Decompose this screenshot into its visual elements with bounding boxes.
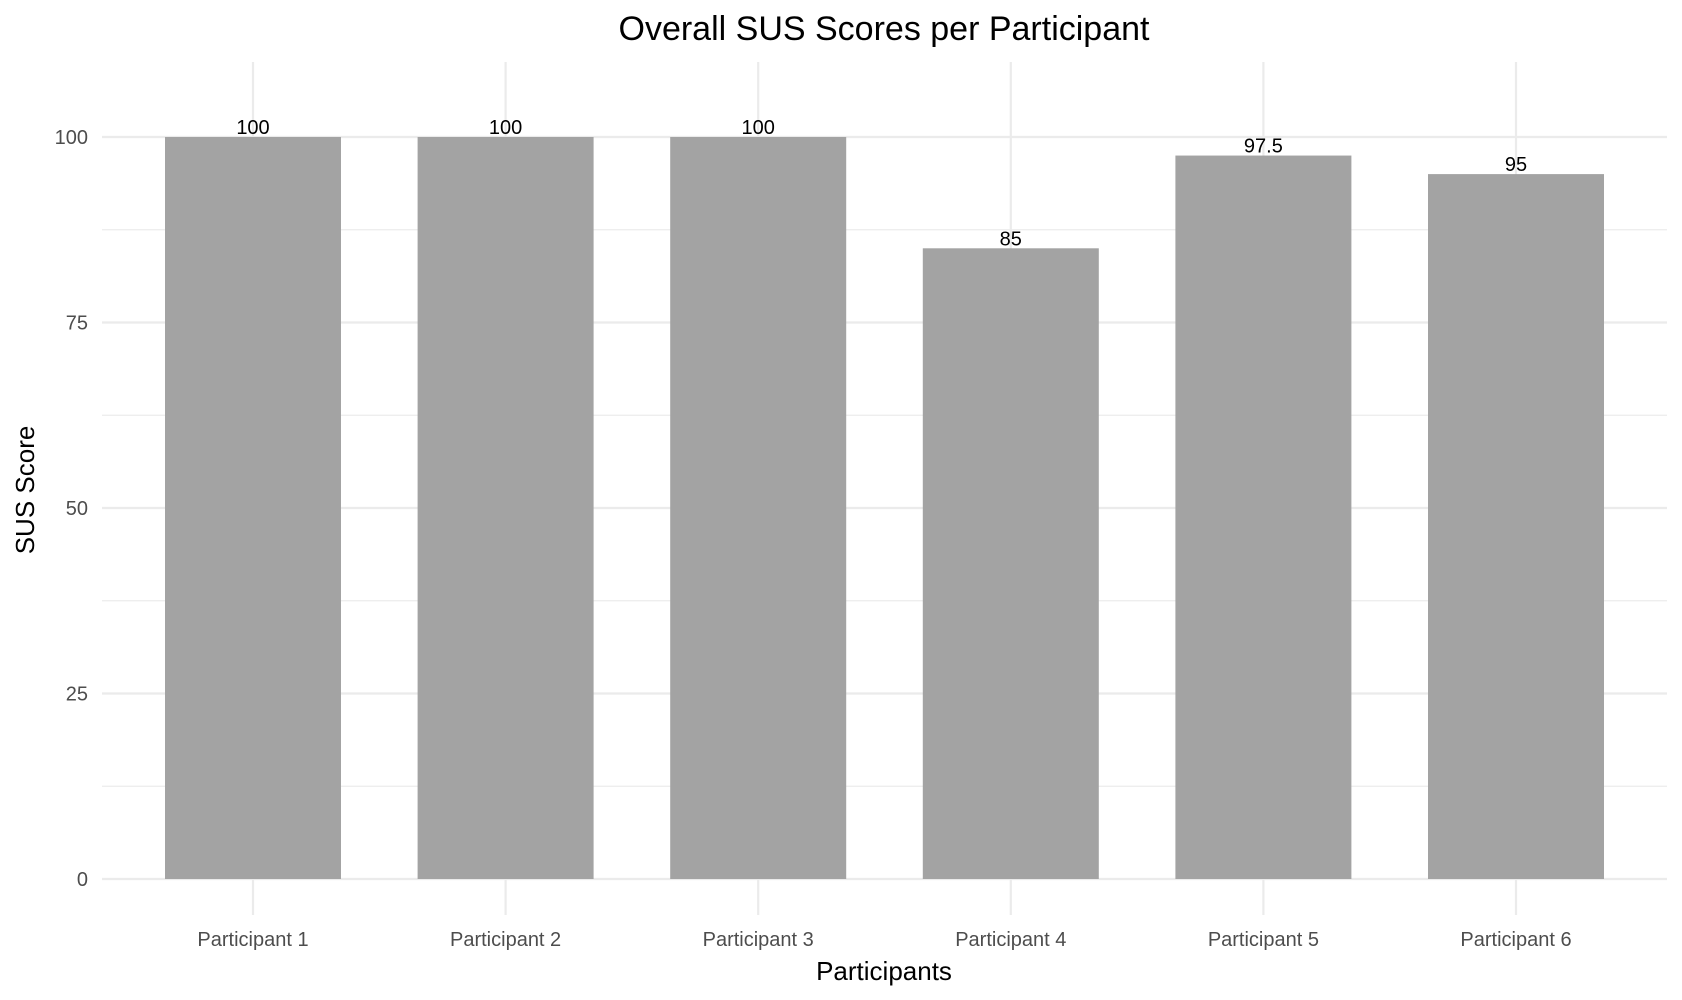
bar: [670, 137, 847, 879]
x-tick-label: Participant 1: [197, 929, 308, 951]
bars: [165, 137, 1604, 880]
x-tick-label: Participant 3: [703, 929, 814, 951]
bar: [922, 248, 1099, 880]
x-tick-label: Participant 4: [955, 929, 1066, 951]
bar-value-label: 100: [236, 117, 269, 139]
chart-title: Overall SUS Scores per Participant: [619, 10, 1151, 48]
bar-value-label: 100: [742, 117, 775, 139]
x-axis-title: Participants: [816, 956, 952, 986]
y-tick-label: 100: [55, 127, 88, 149]
x-tick-label: Participant 6: [1460, 929, 1571, 951]
y-tick-label: 75: [66, 313, 88, 335]
y-tick-label: 0: [77, 869, 88, 891]
bar: [1175, 155, 1352, 880]
y-tick-label: 50: [66, 498, 88, 520]
bar-value-label: 85: [1000, 228, 1022, 250]
bar-value-label: 95: [1505, 154, 1527, 176]
bar-value-label: 97.5: [1244, 136, 1283, 158]
bar: [417, 137, 594, 879]
bar: [165, 137, 341, 879]
y-axis-title: SUS Score: [10, 426, 40, 555]
bar-value-labels: 100 100 100 85 97.5 95: [236, 117, 1527, 250]
x-tick-label: Participant 2: [450, 929, 561, 951]
bar-value-label: 100: [489, 117, 522, 139]
x-tick-label: Participant 5: [1208, 929, 1319, 951]
y-tick-label: 25: [66, 684, 88, 706]
bar: [1428, 174, 1604, 880]
x-axis-tick-labels: Participant 1 Participant 2 Participant 3 P…: [197, 929, 1571, 951]
y-axis-tick-labels: 0 25 50 75 100: [55, 127, 88, 891]
